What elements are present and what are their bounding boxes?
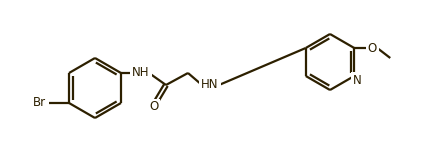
Text: N: N <box>353 74 362 87</box>
Text: Br: Br <box>33 96 46 110</box>
Text: NH: NH <box>132 66 150 80</box>
Text: O: O <box>367 42 377 54</box>
Text: HN: HN <box>201 78 219 92</box>
Text: O: O <box>149 100 159 114</box>
